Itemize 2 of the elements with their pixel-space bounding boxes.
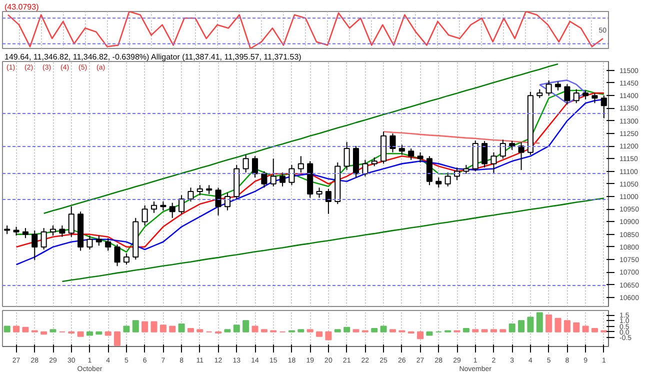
chart-title: (43.0793) [4,2,40,12]
chart-title: 149.64, 11,346.82, 11,346.82, -0.6398%) Alligator (11,387.41, 11,395.57, 11,371.53) [4,52,302,62]
